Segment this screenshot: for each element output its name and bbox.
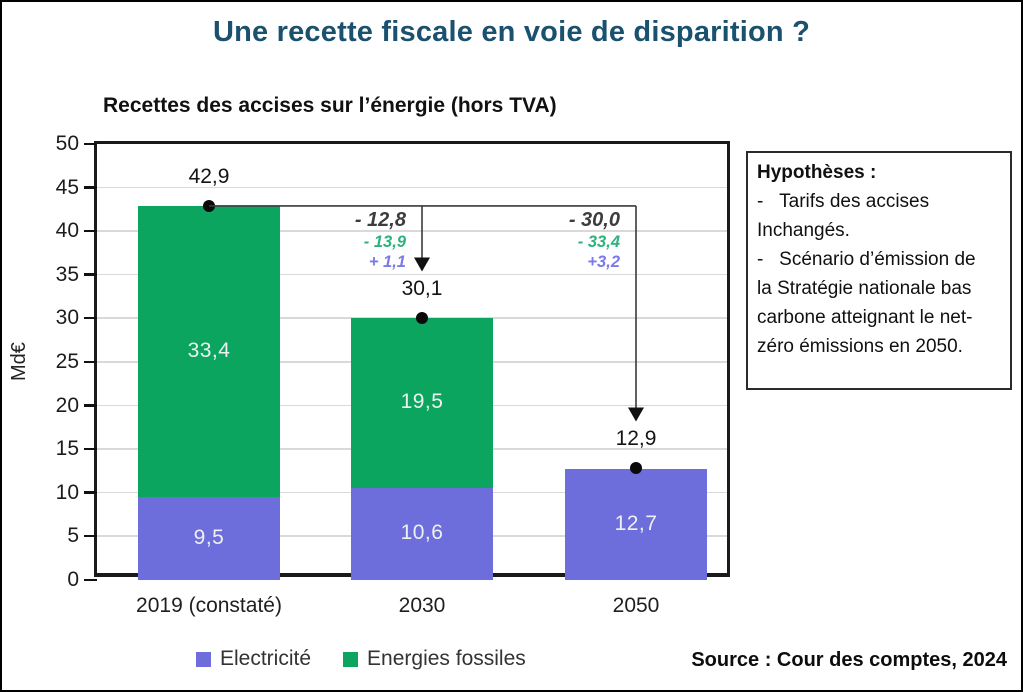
- bar-2030-Energies fossiles: 19,5: [351, 317, 493, 488]
- y-tick-20: [84, 404, 97, 407]
- y-tick-35: [84, 273, 97, 276]
- y-tick-label-15: 15: [55, 437, 79, 461]
- bar-2050-Electricité: 12,7: [565, 469, 707, 580]
- total-marker-2030: [416, 311, 428, 324]
- y-tick-label-20: 20: [55, 393, 79, 417]
- total-marker-2050: [630, 461, 642, 474]
- source-credit: Source : Cour des comptes, 2024: [691, 649, 1007, 671]
- hypothesis-item-1: - Tarifs des accises Inchangés.: [757, 191, 930, 241]
- bar-value-label: 9,5: [193, 525, 225, 549]
- gridline-40: [97, 230, 727, 232]
- y-tick-45: [84, 186, 97, 189]
- annotation-2030: - 12,8- 13,9 + 1,1: [296, 209, 406, 272]
- y-tick-label-30: 30: [55, 306, 79, 330]
- gridline-45: [97, 186, 727, 189]
- legend-label: Energies fossiles: [367, 647, 526, 670]
- y-tick-label-0: 0: [67, 568, 79, 591]
- y-tick-25: [84, 360, 97, 363]
- bar-value-label: 19,5: [400, 389, 444, 413]
- y-tick-0: [84, 578, 97, 581]
- y-tick-10: [84, 491, 97, 494]
- bar-value-label: 10,6: [400, 520, 444, 544]
- bar-2019 (constaté)-Energies fossiles: 33,4: [138, 205, 280, 498]
- annotation-2050: - 30,0- 33,4 +3,2: [510, 209, 620, 272]
- annotation-total: - 30,0: [568, 208, 620, 231]
- page-title: Une recette fiscale en voie de dispariti…: [212, 16, 811, 48]
- total-label-2030: 30,1: [401, 276, 443, 300]
- x-axis-label-2019 (constaté): 2019 (constaté): [136, 594, 282, 617]
- y-tick-label-35: 35: [55, 262, 79, 286]
- legend-item-Electricité: Electricité: [196, 647, 311, 671]
- annotation-fossiles: - 33,4: [577, 232, 620, 251]
- x-axis-label-2050: 2050: [612, 594, 660, 617]
- total-marker-2019 (constaté): [203, 199, 215, 212]
- y-tick-40: [84, 229, 97, 233]
- bar-value-label: 12,7: [614, 511, 658, 535]
- hypotheses-title: Hypothèses :: [757, 162, 877, 183]
- annotation-electricite: + 1,1: [368, 252, 406, 271]
- legend-item-Energies fossiles: Energies fossiles: [343, 647, 526, 671]
- chart-plot-area: 0 5 10 15 20 25 30 35 40 45 50 9,5 33,4 42,9 2019 (con…: [56, 132, 730, 617]
- legend-label: Electricité: [220, 647, 312, 670]
- y-tick-label-45: 45: [55, 175, 79, 199]
- x-axis-label-2030: 2030: [398, 594, 446, 617]
- bar-2019 (constaté)-Electricité: 9,5: [138, 497, 280, 580]
- chart-legend: Electricité Energies fossiles: [196, 647, 526, 671]
- annotation-electricite: +3,2: [587, 252, 620, 271]
- y-tick-label-50: 50: [55, 132, 79, 155]
- bar-2030-Electricité: 10,6: [351, 487, 493, 580]
- y-tick-15: [84, 447, 97, 451]
- y-tick-label-40: 40: [55, 219, 79, 243]
- hypotheses-box: Hypothèses : - Tarifs des accises Inchan…: [746, 151, 1012, 390]
- y-tick-label-25: 25: [55, 350, 79, 373]
- y-tick-30: [84, 316, 97, 320]
- legend-swatch-icon: [343, 651, 359, 667]
- bar-value-label: 33,4: [187, 338, 231, 362]
- total-label-2019 (constaté): 42,9: [188, 164, 230, 188]
- gridline-35: [97, 273, 727, 276]
- y-tick-label-5: 5: [67, 524, 79, 548]
- total-label-2050: 12,9: [615, 426, 657, 450]
- y-tick-label-10: 10: [55, 480, 79, 504]
- y-tick-50: [84, 142, 97, 145]
- chart-title: Recettes des accises sur l’énergie (hors…: [103, 94, 557, 117]
- hypotheses-items: - Tarifs des accises Inchangés. - Scénari…: [757, 187, 1001, 361]
- legend-swatch-icon: [196, 651, 211, 667]
- annotation-fossiles: - 13,9: [363, 232, 406, 251]
- annotation-total: - 12,8: [354, 208, 406, 231]
- hypothesis-item-2: - Scénario d’émission de la Stratégie na…: [757, 249, 976, 357]
- y-tick-5: [84, 534, 97, 538]
